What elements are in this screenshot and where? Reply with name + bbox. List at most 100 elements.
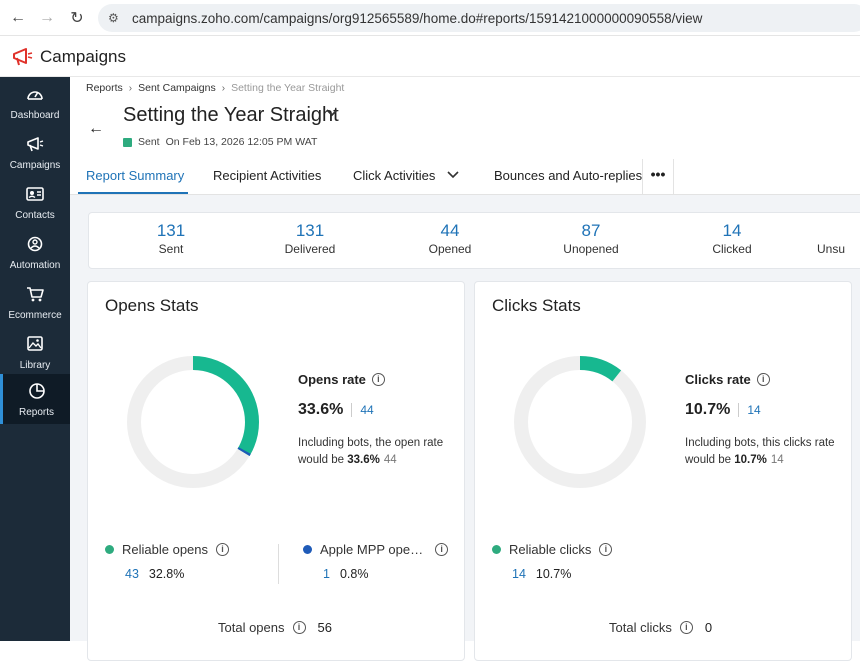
breadcrumb-reports[interactable]: Reports [86, 82, 123, 94]
sidebar-item-label: Contacts [15, 210, 55, 221]
total-label: Total clicks [609, 620, 672, 635]
forward-icon[interactable]: → [39, 9, 55, 26]
clicks-donut-chart [514, 356, 646, 488]
back-icon[interactable]: ← [10, 9, 26, 26]
summary-label: Opened [428, 242, 472, 256]
sidebar-item-contacts[interactable]: Contacts [0, 177, 70, 227]
sidebar-item-label: Ecommerce [8, 310, 62, 321]
app-header: Campaigns [0, 37, 860, 77]
sidebar-item-label: Dashboard [10, 110, 60, 121]
sidebar-item-label: Automation [9, 260, 61, 271]
rate-count[interactable]: 44 [351, 403, 374, 417]
summary-label: Clicked [712, 242, 752, 256]
legend-row: Reliable opens i [105, 542, 230, 557]
summary-clicked[interactable]: 14 Clicked [677, 221, 787, 256]
legend-percent: 0.8% [339, 567, 369, 581]
summary-sent[interactable]: 131 Sent [116, 221, 226, 256]
legend-count[interactable]: 1 [323, 567, 330, 581]
legend-count[interactable]: 43 [125, 567, 139, 581]
legend-count[interactable]: 14 [512, 567, 526, 581]
summary-bar: 131 Sent 131 Delivered 44 Opened 87 Unop… [88, 212, 860, 269]
site-settings-icon[interactable]: ⚙ [108, 11, 119, 25]
opens-donut-chart [127, 356, 259, 488]
sidebar-item-dashboard[interactable]: Dashboard [0, 77, 70, 127]
chevron-down-icon[interactable] [325, 106, 339, 120]
info-icon[interactable]: i [756, 373, 770, 386]
note-percent: 10.7% [734, 454, 767, 466]
info-icon[interactable]: i [292, 621, 306, 634]
page-title: Setting the Year Straight [123, 104, 339, 126]
tab-report-summary[interactable]: Report Summary [86, 168, 185, 183]
tab-bounces-auto-replies[interactable]: Bounces and Auto-replies [494, 168, 643, 183]
summary-value: 44 [440, 221, 460, 240]
summary-label: Unsu [817, 242, 846, 256]
apple-mpp-opens-legend: Apple MPP ope… i 1 0.8% [303, 542, 449, 581]
summary-value: 87 [581, 221, 601, 240]
clicks-donut-arc [514, 356, 646, 488]
status-row: Sent On Feb 13, 2026 12:05 PM WAT [123, 136, 317, 148]
sidebar-item-automation[interactable]: Automation [0, 227, 70, 277]
tab-click-activities[interactable]: Click Activities [353, 168, 459, 183]
note-text: Including bots, this clicks rate would b… [685, 437, 835, 466]
note-percent: 33.6% [347, 454, 380, 466]
total-value: 0 [704, 620, 713, 635]
sidebar-item-label: Campaigns [9, 160, 61, 171]
sidebar-item-library[interactable]: Library [0, 327, 70, 377]
summary-label: Sent [158, 242, 184, 256]
chevron-right-icon: › [221, 82, 226, 94]
legend-label: Reliable opens [122, 542, 209, 557]
clicks-stats-card: Clicks Stats Clicks rate i 10.7% 14 Incl… [474, 281, 852, 661]
rate-title: Opens rate i [298, 372, 458, 387]
summary-label: Delivered [284, 242, 336, 256]
rate-value-row: 10.7% 14 [685, 401, 845, 419]
rate-title-text: Clicks rate [685, 372, 751, 387]
sidebar-item-reports[interactable]: Reports [0, 374, 70, 424]
sidebar-item-label: Reports [18, 407, 54, 418]
back-arrow-icon[interactable]: ← [88, 120, 104, 137]
sidebar-item-ecommerce[interactable]: Ecommerce [0, 277, 70, 327]
app-title: Campaigns [40, 47, 126, 66]
info-icon[interactable]: i [216, 543, 230, 556]
rate-percent: 33.6% [298, 401, 344, 418]
info-icon[interactable]: i [599, 543, 613, 556]
legend-row: Reliable clicks i [492, 542, 613, 557]
legend-percent: 32.8% [148, 567, 185, 581]
info-icon[interactable]: i [435, 543, 449, 556]
summary-opened[interactable]: 44 Opened [395, 221, 505, 256]
total-clicks-row: Total clicks i 0 [609, 620, 712, 635]
breadcrumb-sent-campaigns[interactable]: Sent Campaigns [138, 82, 216, 94]
campaigns-logo-icon [13, 48, 33, 66]
summary-unopened[interactable]: 87 Unopened [536, 221, 646, 256]
info-icon[interactable]: i [371, 373, 385, 386]
tab-recipient-activities[interactable]: Recipient Activities [213, 168, 322, 183]
sidebar-item-campaigns[interactable]: Campaigns [0, 127, 70, 177]
summary-delivered[interactable]: 131 Delivered [255, 221, 365, 256]
sidebar-item-label: Library [19, 360, 51, 371]
automation-icon [27, 236, 43, 252]
clicks-rate-block: Clicks rate i 10.7% 14 Including bots, t… [685, 372, 845, 469]
total-opens-row: Total opens i 56 [218, 620, 332, 635]
address-bar[interactable]: ⚙ campaigns.zoho.com/campaigns/org912565… [98, 4, 860, 32]
legend-label: Apple MPP ope… [320, 542, 424, 557]
legend-divider [278, 544, 279, 584]
summary-value: 131 [295, 221, 325, 240]
contact-card-icon [26, 187, 44, 201]
rate-percent: 10.7% [685, 401, 731, 418]
summary-unsubscribed[interactable]: Unsu [817, 221, 860, 256]
page-header: Reports › Sent Campaigns › Setting the Y… [70, 77, 860, 159]
legend-dot [492, 545, 501, 554]
more-tabs-button[interactable]: ••• [642, 159, 674, 195]
card-title: Opens Stats [105, 296, 199, 315]
legend-row: Apple MPP ope… i [303, 542, 449, 557]
reload-icon[interactable]: ↻ [70, 10, 84, 27]
chevron-right-icon: › [128, 82, 133, 94]
info-icon[interactable]: i [679, 621, 693, 634]
sidebar: Dashboard Campaigns Contacts Automation [0, 77, 70, 641]
rate-count[interactable]: 14 [738, 403, 761, 417]
breadcrumb-current: Setting the Year Straight [231, 82, 345, 94]
opens-stats-card: Opens Stats Opens rate i 33.6% 44 Includ… [87, 281, 465, 661]
summary-value [817, 221, 860, 241]
rate-note: Including bots, this clicks rate would b… [685, 435, 845, 469]
opens-rate-block: Opens rate i 33.6% 44 Including bots, th… [298, 372, 458, 469]
tab-label: Click Activities [353, 168, 436, 183]
